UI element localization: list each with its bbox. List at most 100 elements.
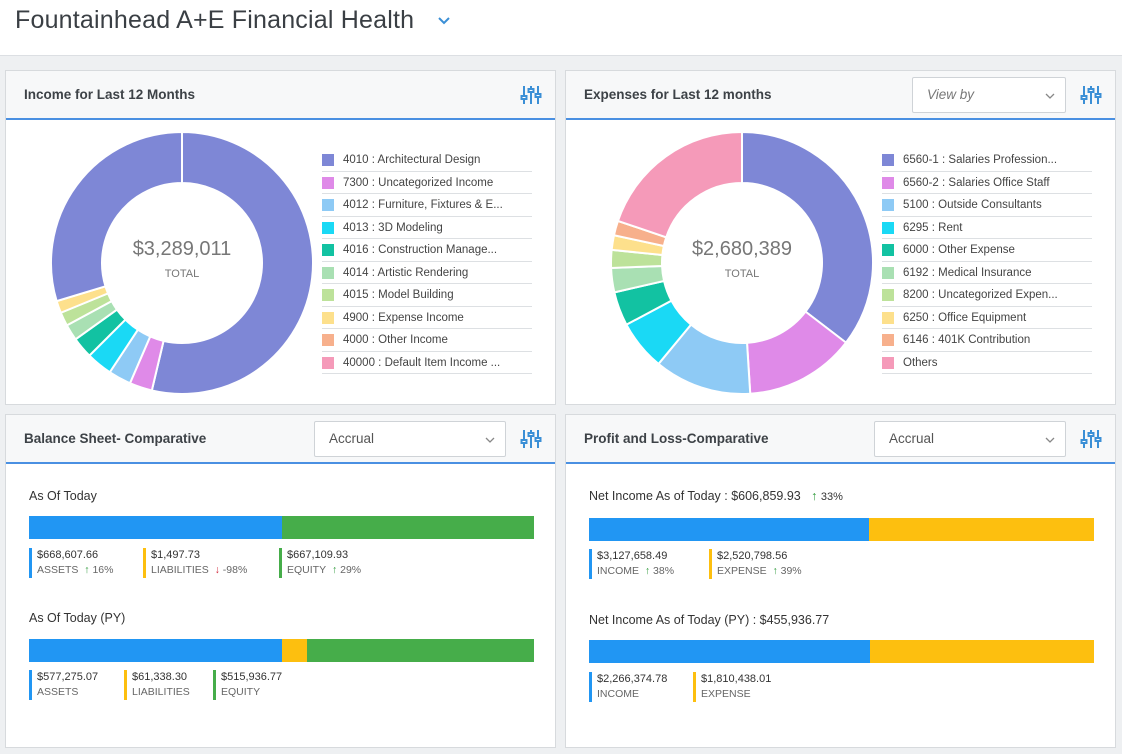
pnl-py-bar[interactable]: [589, 640, 1094, 663]
expenses-total-value: $2,680,389: [691, 238, 793, 260]
legend-label: 6000 : Other Expense: [903, 244, 1015, 256]
settings-sliders-icon[interactable]: [520, 84, 542, 106]
assets-key: ASSETS: [37, 564, 79, 576]
legend-label: 6560-1 : Salaries Profession...: [903, 154, 1058, 166]
assets-py-stat: $577,275.07 ASSETS: [29, 670, 98, 700]
legend-swatch: [322, 356, 334, 369]
income-legend-item[interactable]: 7300 : Uncategorized Income: [322, 172, 532, 194]
expenses-legend-item[interactable]: 6560-1 : Salaries Profession...: [882, 149, 1092, 172]
pnl-today-pct: 33%: [820, 491, 843, 503]
legend-label: 6146 : 401K Contribution: [903, 334, 1031, 346]
income-key-row: INCOME ↑ 38%: [597, 564, 674, 579]
expense-key-row: EXPENSE ↑ 39%: [717, 564, 802, 579]
expenses-legend-item[interactable]: 6000 : Other Expense: [882, 239, 1092, 262]
legend-swatch: [322, 154, 334, 166]
income-donut-slice[interactable]: [150, 131, 314, 395]
chevron-down-icon: [1045, 437, 1055, 443]
income-stat: $3,127,658.49 INCOME ↑ 38%: [589, 549, 674, 579]
legend-label: 40000 : Default Item Income ...: [343, 356, 501, 369]
chevron-down-icon: [485, 437, 495, 443]
balance-basis-select[interactable]: Accrual: [314, 421, 506, 457]
liabilities-key: LIABILITIES: [151, 564, 209, 576]
balance-py-bar[interactable]: [29, 639, 534, 662]
settings-sliders-icon[interactable]: [1080, 84, 1102, 106]
income-legend-item[interactable]: 4016 : Construction Manage...: [322, 239, 532, 262]
expenses-legend-item[interactable]: 6295 : Rent: [882, 217, 1092, 239]
income-legend-item[interactable]: 4900 : Expense Income: [322, 307, 532, 329]
income-legend-item[interactable]: 4013 : 3D Modeling: [322, 217, 532, 239]
income-panel-header: Income for Last 12 Months: [6, 71, 555, 120]
income-legend-item[interactable]: 4012 : Furniture, Fixtures & E...: [322, 194, 532, 217]
pnl-panel-header: Profit and Loss-Comparative Accrual: [566, 415, 1115, 464]
equity-value: $667,109.93: [287, 549, 349, 561]
assets-py-key: ASSETS: [37, 686, 79, 698]
liabilities-bar-segment: [281, 639, 307, 662]
income-py-stat: $2,266,374.78 INCOME: [589, 672, 667, 702]
legend-swatch: [322, 176, 334, 189]
expenses-legend-item[interactable]: 6250 : Office Equipment: [882, 307, 1092, 329]
liabilities-stat: $1,497.73 LIABILITIES ↓ -98%: [143, 548, 247, 578]
settings-sliders-icon[interactable]: [1080, 428, 1102, 450]
balance-today-label: As Of Today: [29, 489, 97, 503]
equity-py-value: $515,936.77: [221, 671, 283, 683]
expense-key: EXPENSE: [717, 565, 767, 577]
expenses-legend-item[interactable]: 6560-2 : Salaries Office Staff: [882, 172, 1092, 194]
expenses-legend-item[interactable]: 5100 : Outside Consultants: [882, 194, 1092, 217]
equity-bar-segment: [281, 516, 534, 539]
income-donut-chart[interactable]: [50, 131, 314, 395]
assets-value: $668,607.66: [37, 549, 99, 561]
income-legend-item[interactable]: 4000 : Other Income: [322, 329, 532, 352]
income-legend-item[interactable]: 40000 : Default Item Income ...: [322, 352, 532, 374]
expenses-legend-item[interactable]: 6146 : 401K Contribution: [882, 329, 1092, 352]
legend-swatch: [882, 356, 894, 369]
pnl-basis-select[interactable]: Accrual: [874, 421, 1066, 457]
equity-key: EQUITY: [287, 564, 327, 576]
settings-sliders-icon[interactable]: [520, 428, 542, 450]
profit-loss-panel: Profit and Loss-Comparative Accrual Net …: [565, 414, 1116, 748]
page-title: Fountainhead A+E Financial Health: [15, 6, 415, 34]
legend-label: 4012 : Furniture, Fixtures & E...: [343, 199, 503, 211]
expenses-legend-item[interactable]: 8200 : Uncategorized Expen...: [882, 284, 1092, 307]
income-pct: 38%: [653, 565, 675, 577]
income-legend-item[interactable]: 4010 : Architectural Design: [322, 149, 532, 172]
assets-bar-segment: [29, 516, 282, 539]
pnl-py-label: Net Income As of Today (PY) : $455,936.7…: [589, 613, 830, 627]
expenses-legend-item[interactable]: Others: [882, 352, 1092, 374]
expenses-donut-chart[interactable]: [610, 131, 874, 395]
expenses-donut-slice[interactable]: [616, 131, 743, 239]
balance-sheet-panel: Balance Sheet- Comparative Accrual As Of…: [5, 414, 556, 748]
legend-label: Others: [903, 356, 938, 369]
pnl-today-bar[interactable]: [589, 518, 1094, 541]
expenses-legend-item[interactable]: 6192 : Medical Insurance: [882, 262, 1092, 284]
expense-value: $2,520,798.56: [717, 550, 788, 562]
legend-label: 4000 : Other Income: [343, 334, 448, 346]
legend-label: 8200 : Uncategorized Expen...: [903, 289, 1058, 301]
expenses-donut-slice[interactable]: [741, 131, 874, 345]
income-panel-title: Income for Last 12 Months: [24, 87, 196, 102]
view-by-select[interactable]: View by: [912, 77, 1066, 113]
assets-bar-segment: [29, 639, 282, 662]
legend-swatch: [322, 199, 334, 211]
assets-stat: $668,607.66 ASSETS ↑ 16%: [29, 548, 113, 578]
equity-pct: 29%: [340, 564, 362, 576]
income-legend-item[interactable]: 4014 : Artistic Rendering: [322, 262, 532, 284]
balance-today-bar[interactable]: [29, 516, 534, 539]
income-total-label: TOTAL: [164, 268, 200, 280]
balance-basis-value: Accrual: [329, 431, 375, 446]
legend-swatch: [322, 244, 334, 256]
chevron-down-icon: [1045, 93, 1055, 99]
equity-py-key: EQUITY: [221, 686, 261, 698]
income-py-value: $2,266,374.78: [597, 673, 668, 685]
income-donut-slice[interactable]: [50, 131, 183, 303]
income-legend: 4010 : Architectural Design 7300 : Uncate…: [322, 149, 532, 374]
legend-label: 4015 : Model Building: [343, 289, 454, 301]
assets-key-row: ASSETS ↑ 16%: [37, 563, 113, 578]
expense-bar-segment: [869, 640, 1094, 663]
pnl-today-label: Net Income As of Today : $606,859.93: [589, 489, 801, 503]
legend-label: 6560-2 : Salaries Office Staff: [903, 176, 1050, 189]
up-arrow-icon: ↑: [331, 564, 338, 576]
income-legend-item[interactable]: 4015 : Model Building: [322, 284, 532, 307]
legend-swatch: [882, 289, 894, 301]
liabilities-py-value: $61,338.30: [132, 671, 188, 683]
chevron-down-icon[interactable]: [436, 13, 452, 29]
